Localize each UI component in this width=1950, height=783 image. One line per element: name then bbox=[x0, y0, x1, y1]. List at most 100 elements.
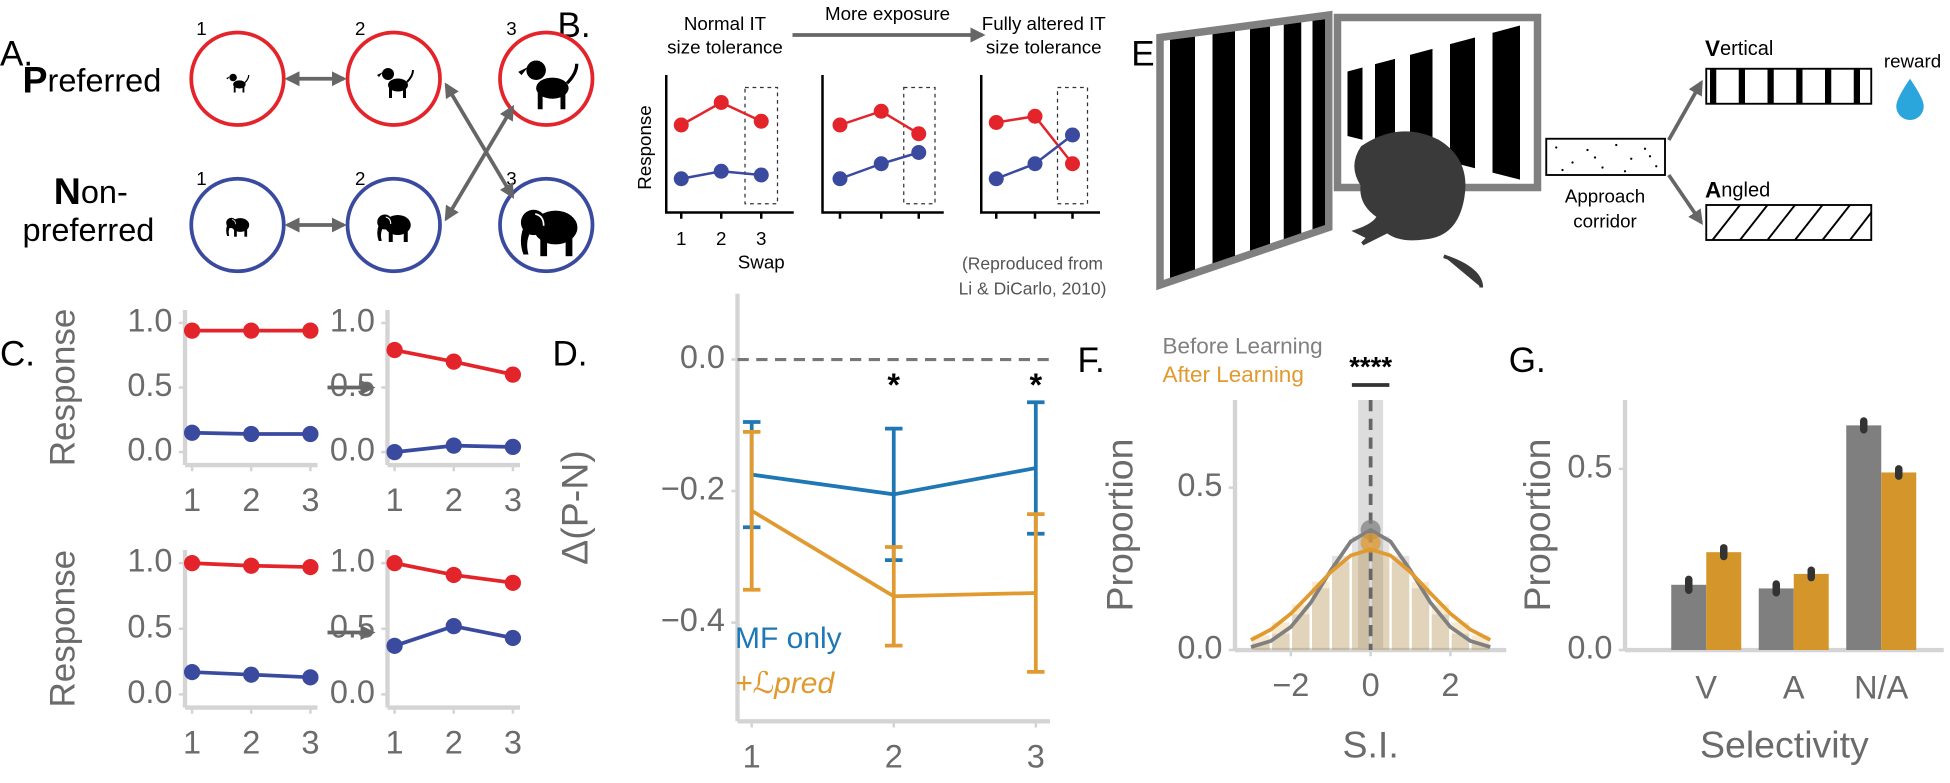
credit: Li & DiCarlo, 2010) bbox=[959, 279, 1107, 299]
box bbox=[744, 86, 779, 205]
x-label: S.I. bbox=[1342, 723, 1398, 765]
c-arrows bbox=[327, 379, 376, 640]
corridor bbox=[1545, 137, 1666, 176]
stripe bbox=[1347, 67, 1363, 140]
corridor-label: Approach bbox=[1565, 185, 1645, 206]
histogram-bar bbox=[1411, 588, 1430, 650]
y-tick-label: 1.0 bbox=[127, 302, 172, 338]
error-bar bbox=[1027, 512, 1045, 674]
circle bbox=[498, 176, 595, 274]
point bbox=[445, 617, 462, 635]
tick-label: 1 bbox=[676, 228, 686, 249]
x-tick-label: 3 bbox=[504, 482, 522, 518]
arrows bbox=[1667, 79, 1703, 225]
point bbox=[183, 322, 201, 339]
point bbox=[386, 555, 403, 572]
row-label: Non- bbox=[54, 170, 128, 212]
panel-label: F. bbox=[1078, 341, 1105, 380]
x-tick-label: 2 bbox=[242, 725, 260, 761]
x-tick-label: N/A bbox=[1854, 670, 1909, 706]
legend-label: After Learning bbox=[1163, 362, 1304, 387]
arrow bbox=[444, 104, 515, 222]
circle bbox=[345, 30, 442, 127]
y-tick-label: 0.0 bbox=[330, 432, 375, 468]
histogram-bar bbox=[1351, 552, 1370, 650]
title: size tolerance bbox=[986, 37, 1102, 58]
mini-points bbox=[673, 95, 1080, 187]
histogram-bar bbox=[1351, 536, 1370, 650]
x-tick-label: 1 bbox=[386, 725, 404, 761]
x-tick-label: 2 bbox=[885, 738, 903, 774]
x-tick-label: 3 bbox=[1027, 738, 1045, 774]
angled-arm bbox=[1705, 204, 1873, 241]
y-tick-label: 0.0 bbox=[1177, 630, 1222, 666]
x-tick-label: A bbox=[1783, 670, 1805, 706]
point bbox=[243, 425, 260, 443]
y-tick-label: 0.0 bbox=[127, 674, 172, 710]
circle bbox=[498, 30, 595, 127]
x-tick-label: 3 bbox=[301, 725, 319, 761]
point bbox=[445, 353, 462, 370]
stripe bbox=[1283, 22, 1302, 240]
panel-label: B. bbox=[558, 6, 591, 45]
arm-label: Vertical bbox=[1705, 36, 1773, 61]
axis bbox=[821, 74, 944, 214]
bar bbox=[1846, 425, 1882, 650]
legend-label: +ℒpred bbox=[735, 667, 835, 700]
title: Fully altered IT bbox=[982, 13, 1107, 34]
angled-hatch bbox=[1711, 204, 1872, 241]
y-tick-label: 1.0 bbox=[127, 543, 172, 579]
red-points bbox=[673, 95, 1080, 172]
x-tick-label: V bbox=[1695, 670, 1717, 706]
y-label: Δ(P-N) bbox=[553, 450, 595, 565]
tick-label: 2 bbox=[716, 228, 726, 249]
histogram-bar bbox=[1331, 562, 1350, 650]
histogram-bar bbox=[1391, 555, 1410, 650]
y-tick-label: 0.0 bbox=[127, 432, 172, 468]
arm-label: Angled bbox=[1705, 177, 1770, 202]
box bbox=[903, 86, 936, 205]
point bbox=[302, 425, 319, 443]
x-tick-label: 1 bbox=[183, 482, 201, 518]
arrow-label: More exposure bbox=[825, 3, 950, 24]
y-tick-label: −0.2 bbox=[661, 471, 725, 507]
panel-b: Normal IT size tolerance More exposure F… bbox=[634, 3, 1106, 299]
point bbox=[504, 366, 522, 383]
histogram-bar bbox=[1252, 643, 1270, 650]
y-tick-label: 0.0 bbox=[680, 339, 725, 375]
bar bbox=[1706, 552, 1742, 650]
point bbox=[504, 438, 522, 456]
size-label: 2 bbox=[355, 168, 365, 189]
annotation: * bbox=[887, 367, 900, 403]
size-label: 2 bbox=[355, 18, 365, 39]
histogram-bar bbox=[1431, 604, 1450, 650]
x-tick-label: 2 bbox=[445, 482, 463, 518]
elephant bbox=[520, 208, 579, 258]
error-bar bbox=[885, 545, 903, 648]
point bbox=[386, 443, 403, 461]
mini-axes bbox=[665, 74, 1100, 219]
histogram-bar bbox=[1471, 643, 1490, 650]
blue-points bbox=[673, 127, 1080, 187]
peak-point bbox=[1360, 532, 1381, 553]
elephant bbox=[225, 217, 250, 238]
y-tick-label: 0.5 bbox=[127, 367, 172, 403]
point bbox=[445, 566, 462, 584]
initial: N bbox=[54, 170, 81, 212]
size-label: 1 bbox=[196, 168, 206, 189]
x-tick-label: 1 bbox=[183, 725, 201, 761]
reward-label: reward bbox=[1884, 50, 1941, 71]
x-tick-label: 1 bbox=[386, 482, 404, 518]
panel-label: C. bbox=[0, 335, 35, 374]
histogram-bar bbox=[1312, 581, 1330, 650]
point bbox=[243, 322, 260, 339]
y-label: Proportion bbox=[1516, 438, 1558, 611]
histogram-bar bbox=[1292, 604, 1310, 650]
histogram-bar bbox=[1371, 552, 1390, 650]
point bbox=[386, 341, 403, 359]
point bbox=[183, 663, 201, 681]
y-tick-label: 1.0 bbox=[330, 543, 375, 579]
rest: ngled bbox=[1721, 180, 1770, 202]
panel-label: G. bbox=[1509, 341, 1546, 380]
